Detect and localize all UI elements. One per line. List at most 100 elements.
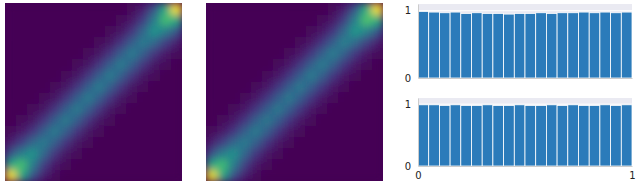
heatmap-cell	[295, 3, 307, 15]
bar	[621, 105, 632, 166]
heatmap-cell	[127, 103, 139, 115]
heatmap-cell	[82, 114, 94, 126]
heatmap-cell	[49, 92, 61, 104]
heatmap-cell	[217, 70, 229, 82]
heatmap-cell	[372, 114, 383, 126]
heatmap-cell	[361, 92, 373, 104]
heatmap-cell	[171, 125, 182, 137]
heatmap-cell	[138, 148, 150, 160]
heatmap-cell	[16, 70, 28, 82]
heatmap-cell	[217, 36, 229, 48]
heatmap-cell	[116, 103, 128, 115]
heatmap-cell	[306, 103, 318, 115]
heatmap-cell	[361, 159, 373, 171]
heatmap-cell	[206, 159, 218, 171]
bar	[568, 13, 579, 78]
heatmap-cell	[250, 48, 262, 60]
heatmap-cell	[49, 159, 61, 171]
heatmap-cell	[5, 137, 17, 149]
heatmap-cell	[171, 36, 182, 48]
heatmap-cell	[38, 114, 50, 126]
heatmap-cell	[339, 36, 351, 48]
heatmap-cell	[272, 103, 284, 115]
heatmap-cell	[16, 148, 28, 160]
heatmap-cell	[16, 36, 28, 48]
heatmap-cell	[116, 25, 128, 37]
heatmap-cell	[206, 14, 218, 26]
bars	[418, 105, 632, 166]
heatmap-cell	[149, 114, 161, 126]
bar	[546, 105, 557, 166]
heatmap-cell	[328, 103, 340, 115]
heatmap-cell	[5, 3, 17, 15]
heatmap-cell	[261, 3, 273, 15]
tick: 1	[405, 5, 418, 16]
heatmap-cell	[239, 48, 251, 60]
heatmap-cell	[206, 114, 218, 126]
heatmap-cell	[82, 125, 94, 137]
heatmap-cell	[295, 70, 307, 82]
axis-line	[419, 78, 633, 79]
heatmap-cell	[38, 159, 50, 171]
bars	[418, 11, 632, 78]
heatmap-cell	[361, 36, 373, 48]
heatmap-cell	[317, 48, 329, 60]
tick-label: 1	[405, 99, 411, 110]
heatmap-cell	[328, 159, 340, 171]
heatmap-cell	[339, 25, 351, 37]
heatmap-cell	[272, 14, 284, 26]
heatmap-cell	[116, 70, 128, 82]
heatmap-cell	[306, 25, 318, 37]
heatmap-cell	[138, 137, 150, 149]
heatmap-cell	[350, 48, 362, 60]
heatmap-cell	[350, 103, 362, 115]
heatmap-cell	[250, 81, 262, 93]
heatmap-cell	[328, 114, 340, 126]
heatmap-cell	[71, 92, 83, 104]
heatmap-cell	[60, 170, 72, 181]
heatmap-cell	[350, 36, 362, 48]
heatmap-cell	[250, 103, 262, 115]
heatmap-cell	[116, 137, 128, 149]
heatmap-cell	[339, 148, 351, 160]
heatmap-cell	[328, 3, 340, 15]
heatmap-cell	[317, 148, 329, 160]
heatmap-cell	[5, 170, 17, 181]
heatmap-cell	[127, 92, 139, 104]
heatmap-cell	[94, 114, 106, 126]
heatmap-cell	[261, 137, 273, 149]
heatmap-cell	[272, 159, 284, 171]
heatmap-cell	[272, 25, 284, 37]
heatmap-cell	[149, 159, 161, 171]
heatmap-cell	[105, 70, 117, 82]
heatmap-cell	[361, 170, 373, 181]
heatmap-cell	[372, 48, 383, 60]
heatmap-cell	[160, 159, 172, 171]
heatmap-cell	[149, 48, 161, 60]
cells	[5, 3, 182, 181]
heatmap-cell	[361, 70, 373, 82]
heatmap-cell	[116, 48, 128, 60]
heatmap-cell	[82, 25, 94, 37]
heatmap-cell	[27, 59, 39, 71]
heatmap-cell	[94, 48, 106, 60]
heatmap-cell	[272, 36, 284, 48]
heatmap-cell	[94, 92, 106, 104]
heatmap-cell	[283, 137, 295, 149]
heatmap-cell	[149, 81, 161, 93]
heatmap-cell	[206, 48, 218, 60]
heatmap-cell	[283, 114, 295, 126]
heatmap-cell	[60, 137, 72, 149]
heatmap-cell	[38, 59, 50, 71]
heatmap-cell	[60, 125, 72, 137]
heatmap-cell	[339, 14, 351, 26]
axis-line	[418, 5, 419, 79]
heatmap-cell	[306, 148, 318, 160]
heatmap-cell	[149, 103, 161, 115]
heatmap-cell	[116, 148, 128, 160]
heatmap-cell	[217, 59, 229, 71]
heatmap-cell	[71, 36, 83, 48]
heatmap-cell	[105, 114, 117, 126]
heatmap-cell	[350, 170, 362, 181]
heatmap-cell	[138, 14, 150, 26]
